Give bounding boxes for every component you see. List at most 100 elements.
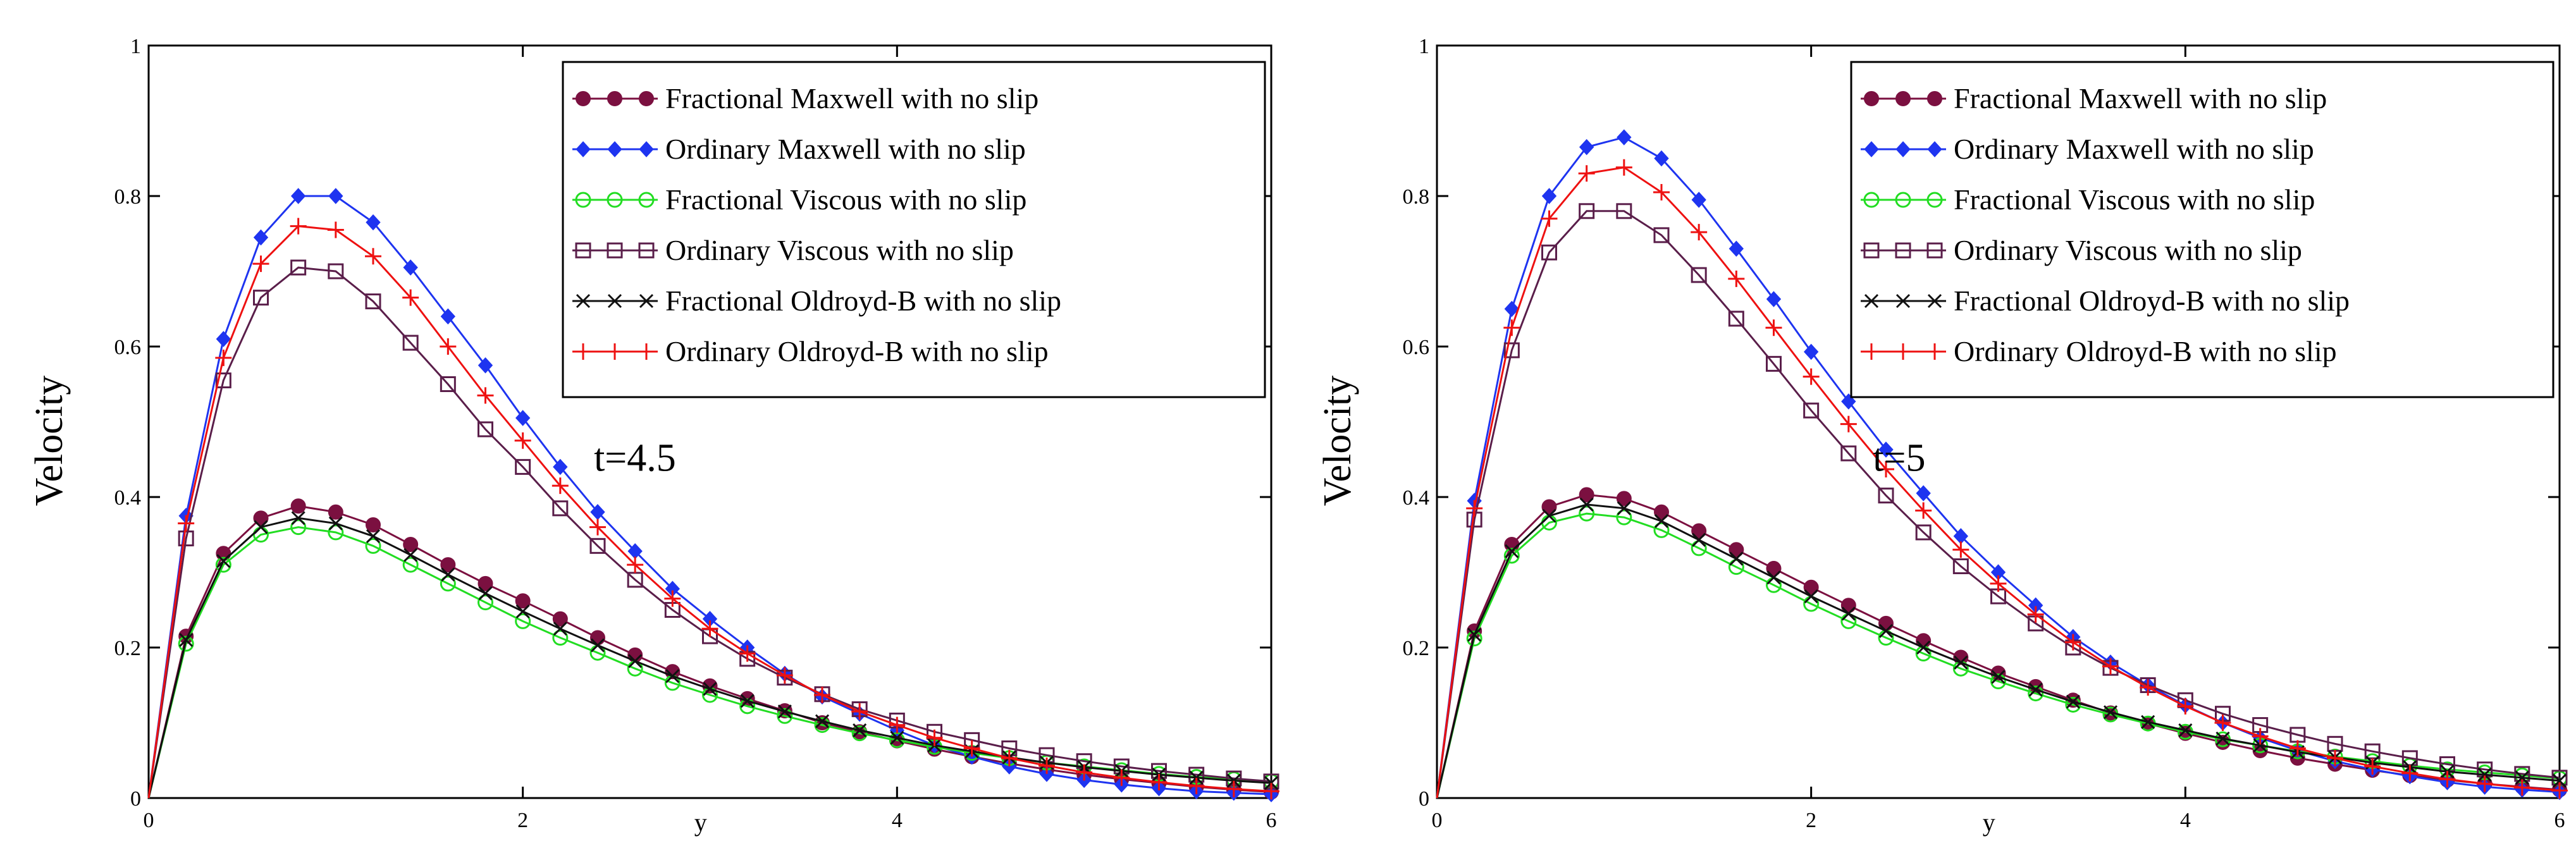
data-point xyxy=(1113,769,1130,786)
data-point xyxy=(1503,319,1520,336)
legend-marker xyxy=(607,343,623,360)
legend-entry: Fractional Oldroyd-B with no slip xyxy=(572,285,1061,317)
y-axis-label: Velocity xyxy=(28,376,71,507)
legend-marker xyxy=(639,141,654,157)
data-point xyxy=(514,432,531,449)
data-point xyxy=(1150,774,1168,791)
data-point xyxy=(1503,548,1520,564)
legend-marker xyxy=(1926,242,1943,259)
legend-entry: Fractional Viscous with no slip xyxy=(572,183,1026,216)
data-point xyxy=(1541,210,1558,227)
data-point xyxy=(366,517,381,533)
data-point xyxy=(1466,630,1482,647)
legend-label: Fractional Maxwell with no slip xyxy=(1954,82,2327,114)
data-point xyxy=(404,548,418,562)
y-tick-label: 0.8 xyxy=(1403,185,1430,209)
data-point xyxy=(1541,499,1557,515)
data-point xyxy=(1039,766,1054,782)
data-point xyxy=(1263,783,1279,800)
data-point xyxy=(1503,342,1520,359)
data-point xyxy=(1691,192,1706,208)
data-point xyxy=(1915,524,1932,541)
data-point xyxy=(1691,224,1708,241)
legend-marker xyxy=(1863,192,1880,208)
data-point xyxy=(1915,502,1932,519)
legend-marker xyxy=(1895,242,1911,259)
data-point xyxy=(665,669,680,684)
data-point xyxy=(440,308,456,325)
legend-entry: Ordinary Oldroyd-B with no slip xyxy=(572,335,1049,367)
x-axis-label: y xyxy=(1983,808,1995,837)
data-point xyxy=(1466,500,1483,517)
legend-label: Ordinary Maxwell with no slip xyxy=(665,133,1026,165)
legend-marker xyxy=(1863,343,1880,360)
data-point xyxy=(2103,705,2118,720)
data-point xyxy=(290,218,307,235)
data-point xyxy=(1541,188,1557,204)
data-point xyxy=(2141,715,2155,729)
series-line xyxy=(1436,210,2560,799)
data-point xyxy=(553,622,567,636)
data-point xyxy=(1189,770,1204,785)
data-point xyxy=(291,511,305,525)
legend-entry: Ordinary Viscous with no slip xyxy=(1861,234,2302,266)
data-point xyxy=(290,519,307,536)
data-point xyxy=(2066,694,2080,709)
data-point xyxy=(1188,777,1205,794)
data-point xyxy=(2065,696,2081,713)
data-point xyxy=(478,575,493,591)
data-point xyxy=(252,255,269,273)
data-point xyxy=(515,410,531,426)
data-point xyxy=(1691,523,1707,539)
data-point xyxy=(589,538,606,554)
legend-marker xyxy=(1926,343,1943,360)
data-point xyxy=(1615,159,1632,176)
data-point xyxy=(552,477,569,494)
data-point xyxy=(2289,740,2306,757)
data-point xyxy=(1541,244,1557,261)
legend-marker xyxy=(1895,293,1911,309)
data-point xyxy=(1728,310,1744,327)
y-axis-label: Velocity xyxy=(1316,376,1359,507)
data-point xyxy=(853,723,867,737)
data-point xyxy=(1765,319,1782,336)
data-point xyxy=(178,636,194,652)
legend-marker xyxy=(607,293,622,309)
data-point xyxy=(515,613,531,629)
data-point xyxy=(1076,764,1093,781)
data-point xyxy=(215,372,231,389)
velocity-chart-left: 0 0.2 0.4 0.6 0.8 1 0 2 4 6 Velocity y t=4.5 Fraction… xyxy=(28,35,1279,837)
x-tick-label: 6 xyxy=(1266,809,1277,832)
data-point xyxy=(776,667,793,684)
data-point xyxy=(1878,488,1894,504)
data-point xyxy=(515,458,531,475)
legend-marker xyxy=(1926,192,1943,208)
data-point xyxy=(2178,723,2193,737)
data-point xyxy=(366,214,381,231)
data-point xyxy=(664,590,681,607)
data-point xyxy=(1729,551,1744,566)
data-point xyxy=(552,611,568,627)
data-point xyxy=(553,458,568,476)
y-tick-label: 0.6 xyxy=(1403,336,1430,359)
data-point xyxy=(254,520,268,534)
series-5 xyxy=(147,218,1279,800)
data-point xyxy=(2027,606,2044,623)
legend-marker xyxy=(575,242,591,259)
data-point xyxy=(1840,598,1856,613)
data-point xyxy=(1691,267,1707,283)
data-point xyxy=(365,538,381,554)
data-point xyxy=(1990,665,2006,681)
data-point xyxy=(628,654,643,668)
y-tick-label: 1 xyxy=(130,35,141,58)
data-point xyxy=(1952,541,1969,558)
data-point xyxy=(478,586,493,601)
data-point xyxy=(1579,487,1594,503)
data-point xyxy=(478,421,493,438)
x-tick-label: 0 xyxy=(1432,809,1443,832)
data-point xyxy=(1728,270,1745,287)
data-point xyxy=(178,515,195,532)
legend-label: Ordinary Oldroyd-B with no slip xyxy=(1954,335,2337,367)
time-annotation: t=5 xyxy=(1873,436,1925,479)
